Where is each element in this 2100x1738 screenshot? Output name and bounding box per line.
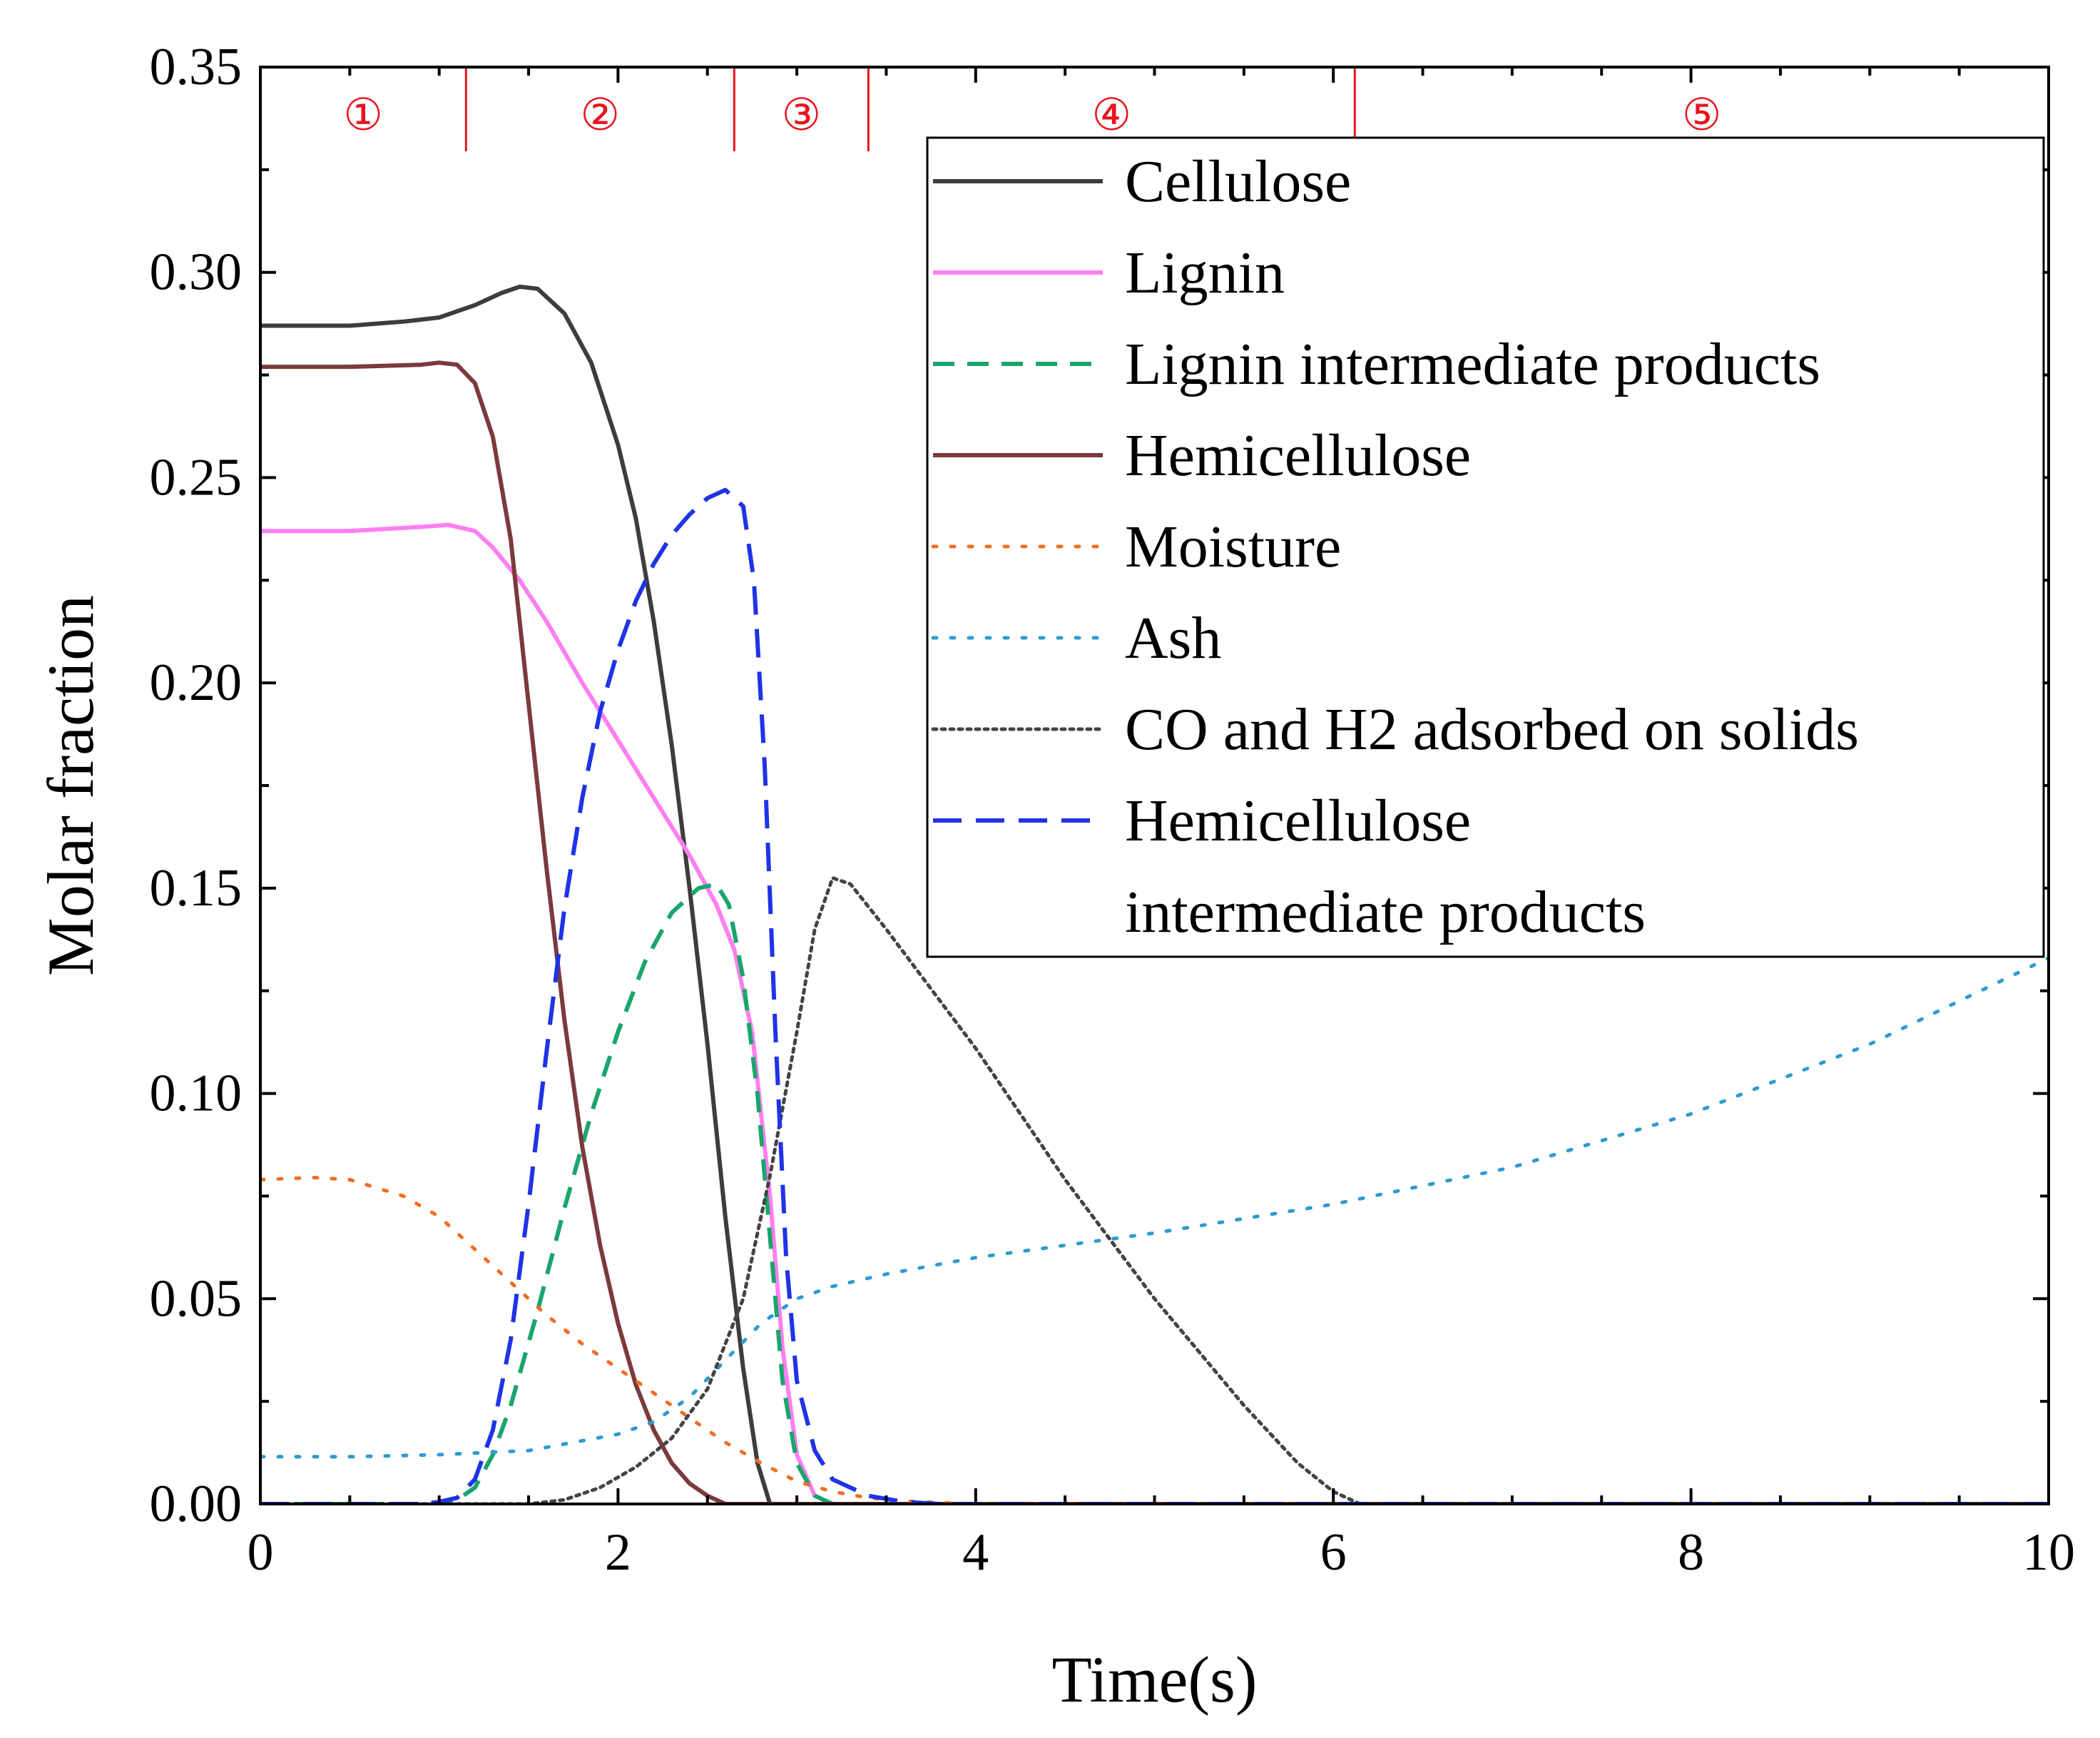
stage-label: ②	[581, 88, 621, 141]
series-line	[260, 876, 2049, 1504]
y-tick-label: 0.05	[150, 1269, 243, 1328]
legend-label: Hemicellulose	[1125, 788, 1471, 854]
legend-box	[926, 136, 2045, 958]
y-axis-title: Molar fraction	[34, 595, 107, 976]
series-line	[260, 360, 2049, 1504]
y-tick-label: 0.00	[150, 1475, 243, 1533]
legend-label: CO and H2 adsorbed on solids	[1125, 696, 1859, 763]
stage-label: ④	[1092, 88, 1132, 141]
x-tick-label: 8	[1678, 1523, 1704, 1582]
legend-label: Hemicellulose	[1125, 422, 1471, 489]
y-tick-label: 0.35	[150, 38, 243, 96]
legend-label: Lignin	[1125, 240, 1285, 306]
series-line	[260, 882, 2049, 1504]
stage-label: ③	[782, 88, 822, 141]
y-tick-label: 0.25	[150, 448, 243, 507]
x-tick-label: 10	[2022, 1523, 2075, 1582]
stage-label: ⑤	[1682, 88, 1722, 141]
legend-label: Lignin intermediate products	[1125, 331, 1820, 397]
y-tick-label: 0.10	[150, 1064, 243, 1123]
y-tick-label: 0.20	[150, 654, 243, 712]
legend-label: Moisture	[1125, 514, 1341, 580]
y-tick-label: 0.15	[150, 859, 243, 918]
series-line	[260, 522, 2049, 1504]
series-line	[260, 956, 2049, 1459]
x-axis-title: Time(s)	[1052, 1643, 1258, 1716]
x-tick-label: 6	[1320, 1523, 1347, 1582]
series-line	[260, 487, 2049, 1504]
legend-label: Cellulose	[1125, 148, 1351, 215]
legend-label: intermediate products	[1125, 879, 1646, 945]
legend-label: Ash	[1125, 605, 1221, 671]
x-tick-label: 4	[962, 1523, 989, 1582]
y-tick-label: 0.30	[150, 243, 243, 302]
x-tick-label: 0	[248, 1523, 274, 1582]
x-tick-label: 2	[605, 1523, 631, 1582]
stage-label: ①	[343, 88, 383, 141]
